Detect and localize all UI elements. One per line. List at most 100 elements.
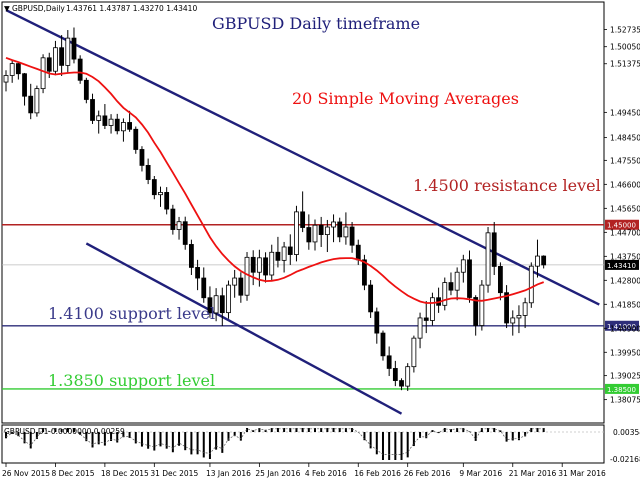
- candle-body: [275, 251, 281, 261]
- candle-body: [256, 257, 262, 273]
- candle-1: [9, 60, 15, 83]
- candle-body: [294, 211, 299, 255]
- candle-80: [497, 262, 503, 301]
- candle-body: [467, 259, 472, 298]
- candle-body: [374, 311, 380, 334]
- candle-67: [417, 312, 423, 349]
- y-tick-label: 1.41850: [610, 300, 640, 309]
- candle-19: [121, 118, 126, 142]
- candle-body: [399, 380, 404, 387]
- subwindow-tick-top: 0.00354: [613, 428, 640, 437]
- candle-body: [114, 118, 120, 132]
- candle-73: [454, 267, 460, 301]
- candle-body: [287, 246, 293, 255]
- subwindow-signal-line: [5, 428, 544, 455]
- candle-42: [263, 252, 268, 283]
- candle-63: [392, 360, 398, 387]
- candle-body: [522, 302, 528, 316]
- candle-body: [312, 224, 318, 243]
- candle-body: [485, 232, 491, 286]
- candle-body: [516, 315, 522, 319]
- candle-body: [473, 297, 479, 326]
- candle-11: [71, 27, 77, 64]
- candle-81: [504, 285, 509, 329]
- candle-22: [139, 146, 145, 172]
- candle-44: [275, 236, 281, 268]
- candle-body: [139, 149, 145, 166]
- sma-annotation: 20 Simple Moving Averages: [292, 89, 519, 108]
- candle-31: [195, 259, 200, 291]
- candle-21: [133, 126, 139, 154]
- candle-body: [34, 88, 40, 114]
- candle-body: [46, 57, 52, 72]
- x-tick-label: 16 Feb 2016: [354, 469, 401, 478]
- candle-51: [318, 216, 324, 247]
- subwindow-label: GBPUSD,D1 0.0000000 0.00259: [4, 427, 125, 436]
- candle-2: [15, 62, 21, 80]
- candle-66: [411, 335, 417, 373]
- y-tick-label: 1.52735: [610, 25, 640, 34]
- candle-10: [65, 30, 71, 73]
- y-tick-label: 1.48450: [610, 134, 640, 143]
- candle-76: [473, 295, 479, 336]
- candle-18: [114, 113, 120, 135]
- y-tick-label: 1.40900: [610, 324, 640, 333]
- y-tick-label: 1.51375: [610, 60, 640, 69]
- level-price-label-2: 1.38500: [607, 386, 636, 394]
- candle-body: [40, 57, 46, 90]
- candle-body: [188, 244, 194, 268]
- header-ohlc: 1.43761 1.43787 1.43270 1.43410: [66, 4, 197, 13]
- candle-64: [399, 378, 404, 391]
- candle-77: [479, 280, 485, 331]
- candle-25: [158, 186, 163, 207]
- candle-75: [467, 250, 472, 303]
- candle-body: [460, 259, 466, 273]
- candle-60: [374, 307, 380, 344]
- candle-87: [541, 255, 547, 269]
- x-tick-label: 9 Mar 2016: [459, 469, 502, 478]
- candle-body: [238, 277, 244, 296]
- candle-20: [127, 110, 132, 132]
- y-tick-label: 1.50050: [610, 43, 640, 52]
- support-1410-annotation: 1.4100 support level: [48, 304, 215, 323]
- candle-body: [541, 255, 547, 266]
- candle-35: [219, 287, 225, 327]
- candle-body: [71, 37, 77, 60]
- candle-body: [300, 211, 306, 228]
- subwindow-histogram: [5, 428, 545, 460]
- candle-body: [454, 271, 460, 291]
- candle-49: [306, 214, 312, 250]
- candle-68: [423, 301, 429, 334]
- candle-body: [102, 115, 108, 126]
- candle-59: [368, 280, 374, 318]
- candle-62: [386, 346, 392, 377]
- candle-58: [362, 254, 367, 291]
- candle-4: [28, 83, 34, 120]
- candle-body: [324, 226, 330, 235]
- trendline-1: [85, 242, 403, 415]
- candle-79: [491, 221, 497, 276]
- y-tick-label: 1.49450: [610, 108, 640, 117]
- candle-body: [448, 282, 454, 291]
- candle-body: [195, 267, 200, 279]
- candle-9: [59, 35, 65, 76]
- candle-body: [121, 122, 126, 132]
- candle-body: [355, 244, 361, 261]
- x-tick-label: 31 Mar 2016: [558, 469, 606, 478]
- candle-5: [34, 85, 40, 117]
- y-tick-label: 1.45650: [610, 204, 640, 213]
- candle-body: [201, 277, 207, 299]
- candle-body: [405, 366, 411, 387]
- y-axis-labels: 1.52735 1.50050 1.51375 1.49450 1.48450 1.475…: [604, 25, 640, 405]
- candle-83: [516, 305, 522, 334]
- trendline-0: [5, 9, 600, 306]
- level-price-tag-2: [605, 383, 639, 394]
- candle-body: [145, 164, 151, 180]
- candle-12: [77, 55, 83, 84]
- candle-61: [380, 330, 386, 361]
- candle-body: [491, 232, 497, 267]
- candlesticks: [3, 27, 547, 391]
- candle-28: [176, 216, 182, 240]
- candle-50: [312, 219, 318, 251]
- candle-body: [3, 75, 9, 83]
